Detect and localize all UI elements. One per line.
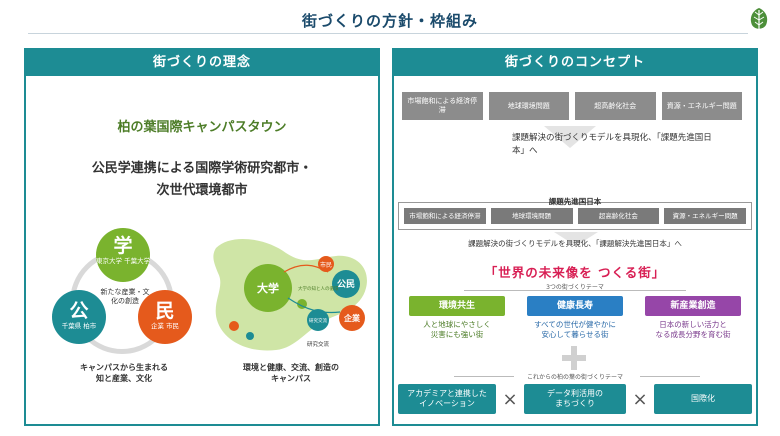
divider — [454, 376, 514, 377]
small-dot-2 — [246, 332, 254, 340]
flow-text-1: 課題解決の街づくりモデルを具現化、「課題先進国日本」へ — [512, 133, 712, 156]
campus-caption: 環境と健康、交流、創造の キャンパス — [206, 362, 376, 384]
campus-diagram: 大学 公民 企業 市民 研究交流 大学の知と人の循環 研究交流 — [213, 238, 367, 351]
theme-label: 3つの街づくりテーマ — [464, 282, 686, 291]
academic-char: 学 — [113, 235, 133, 257]
issue-box: 地球環境問題 — [488, 92, 569, 120]
kadai-label: 課題先進国日本 — [548, 197, 602, 206]
public-private-academic-diagram: 学 東京大学 千葉大学 公 千葉県 柏市 民 企業 市民 新たな産業・文化の創造 — [44, 228, 204, 358]
times-icon: × — [502, 388, 518, 410]
research-label-b: 研究交流 — [309, 317, 327, 324]
times-icon: × — [632, 388, 648, 410]
issue-box: 地球環境問題 — [490, 208, 573, 224]
public-char: 公 — [69, 300, 89, 322]
down-arrow-icon — [554, 232, 598, 246]
concept-panel: 街づくりのコンセプト 市場飽和による経済停滞 地球環境問題 超高齢化社会 資源・… — [392, 48, 758, 426]
theme-badge: 新産業創造 — [645, 296, 741, 316]
town-theme-label: これからの柏の葉の街づくりテーマ — [526, 374, 623, 381]
public-bubble-label: 公民 — [337, 279, 355, 290]
town-box-line: データ利活用の — [547, 389, 603, 398]
town-box-line: まちづくり — [555, 399, 595, 408]
issue-box: 市場飽和による経済停滞 — [404, 208, 486, 224]
concept-header: 街づくりのコンセプト — [394, 50, 756, 76]
issue-row-top: 市場飽和による経済停滞 地球環境問題 超高齢化社会 資源・エネルギー問題 — [402, 92, 742, 120]
company-bubble — [339, 305, 365, 331]
issue-box: 資源・エネルギー問題 — [664, 208, 746, 224]
academic-caption: 東京大学 千葉大学 — [96, 257, 151, 265]
issue-box: 市場飽和による経済停滞 — [402, 92, 483, 120]
issue-row-mid: 市場飽和による経済停滞 地球環境問題 超高齢化社会 資源・エネルギー問題 — [404, 208, 746, 224]
univ-label: 大学 — [257, 281, 279, 295]
page-title: 街づくりの方針・枠組み — [301, 12, 478, 30]
academic-circle: 学 東京大学 千葉大学 — [96, 228, 150, 282]
data-town-box: データ利活用の まちづくり — [524, 384, 626, 414]
philosophy-panel: 街づくりの理念 柏の葉国際キャンパスタウン 公民学連携による国際学術研究都市・ … — [24, 48, 380, 426]
research-bubble — [307, 309, 329, 331]
philosophy-subtitle: 柏の葉国際キャンパスタウン — [117, 120, 287, 135]
venn-caption-line-1: キャンパスから生まれる — [80, 363, 168, 372]
venn-caption-line-2: 知と産業、文化 — [96, 374, 152, 383]
venn-center-text: 新たな産業・文化の創造 — [100, 288, 150, 305]
issue-box: 資源・エネルギー問題 — [661, 92, 742, 120]
campus-caption-line-1: 環境と健康、交流、創造の — [243, 363, 339, 372]
innovation-box: アカデミアと連携した イノベーション — [398, 384, 496, 414]
issue-box: 超高齢化社会 — [575, 92, 656, 120]
philosophy-line-1: 公民学連携による国際学術研究都市・ — [91, 161, 313, 176]
flow-arrow-1 — [283, 264, 329, 273]
venn-caption: キャンパスから生まれる 知と産業、文化 — [44, 362, 204, 384]
private-caption: 企業 市民 — [150, 322, 180, 330]
theme-desc: 人と地球にやさしく 災害にも強い街 — [409, 320, 505, 340]
company-bubble-label: 企業 — [343, 313, 361, 323]
private-circle: 民 企業 市民 — [138, 290, 192, 344]
flow-arrow-2 — [287, 297, 341, 314]
theme-desc-line: 災害にも強い街 — [430, 330, 484, 339]
univ-bubble — [244, 264, 292, 312]
theme-desc-line: なる成長分野を育む街 — [655, 330, 731, 339]
divider — [640, 376, 700, 377]
town-theme-row: アカデミアと連携した イノベーション × データ利活用の まちづくり × 国際化 — [398, 384, 752, 414]
campus-label-a: 大学の知と人の循環 — [298, 285, 339, 292]
kadai-frame — [398, 202, 752, 230]
small-dot-1 — [229, 321, 239, 331]
issue-box: 超高齢化社会 — [577, 208, 660, 224]
theme-industry: 新産業創造 日本の新しい活力と なる成長分野を育む街 — [645, 296, 741, 340]
public-caption: 千葉県 柏市 — [61, 322, 97, 330]
internationalization-box: 国際化 — [654, 384, 752, 414]
philosophy-line-2: 次世代環境都市 — [156, 183, 248, 198]
theme-desc: すべての世代が健やかに 安心して暮らせる街 — [527, 320, 623, 340]
theme-desc-line: すべての世代が健やかに — [534, 320, 616, 329]
theme-desc: 日本の新しい活力と なる成長分野を育む街 — [645, 320, 741, 340]
flow-text-2: 課題解決の街づくりモデルを具現化、「課題解決先進国日本」へ — [468, 239, 682, 248]
theme-desc-line: 日本の新しい活力と — [659, 320, 727, 329]
leaf-icon — [750, 8, 768, 29]
philosophy-main: 公民学連携による国際学術研究都市・ 次世代環境都市 — [26, 158, 378, 202]
theme-desc-line: 安心して暮らせる街 — [541, 330, 609, 339]
concept-headline: 「世界の未来像を つくる街」 — [484, 265, 666, 280]
theme-environment: 環境共生 人と地球にやさしく 災害にも強い街 — [409, 296, 505, 340]
philosophy-header: 街づくりの理念 — [26, 50, 378, 76]
theme-row: 環境共生 人と地球にやさしく 災害にも強い街 健康長寿 すべての世代が健やかに … — [408, 296, 742, 340]
plus-icon — [562, 346, 586, 370]
theme-desc-line: 人と地球にやさしく — [423, 320, 491, 329]
title-divider — [28, 33, 748, 34]
down-arrow-icon — [544, 126, 596, 148]
public-bubble — [332, 270, 360, 298]
town-box-line: 国際化 — [691, 394, 715, 403]
private-char: 民 — [155, 300, 175, 322]
theme-badge: 健康長寿 — [527, 296, 623, 316]
citizen-bubble-label: 市民 — [320, 261, 332, 269]
public-circle: 公 千葉県 柏市 — [52, 290, 106, 344]
campus-label-c: 研究交流 — [307, 340, 330, 348]
theme-health: 健康長寿 すべての世代が健やかに 安心して暮らせる街 — [527, 296, 623, 340]
citizen-bubble — [318, 256, 334, 272]
campus-caption-line-2: キャンパス — [271, 374, 311, 383]
town-box-line: アカデミアと連携した — [407, 389, 487, 398]
town-box-line: イノベーション — [419, 399, 475, 408]
theme-badge: 環境共生 — [409, 296, 505, 316]
